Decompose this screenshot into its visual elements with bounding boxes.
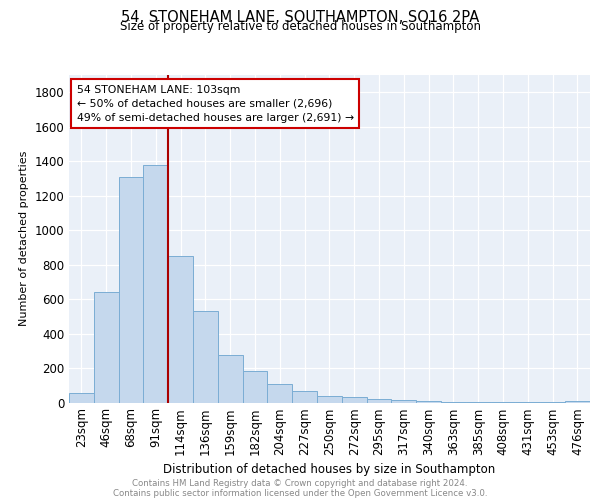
Bar <box>143 164 168 402</box>
Bar <box>416 401 441 402</box>
Text: Contains HM Land Registry data © Crown copyright and database right 2024.: Contains HM Land Registry data © Crown c… <box>132 479 468 488</box>
Text: Contains public sector information licensed under the Open Government Licence v3: Contains public sector information licen… <box>113 489 487 498</box>
Bar <box>268 384 292 402</box>
Bar <box>193 311 218 402</box>
Bar <box>242 370 268 402</box>
Bar <box>119 176 143 402</box>
Bar <box>168 256 193 402</box>
Text: 54 STONEHAM LANE: 103sqm
← 50% of detached houses are smaller (2,696)
49% of sem: 54 STONEHAM LANE: 103sqm ← 50% of detach… <box>77 85 354 123</box>
X-axis label: Distribution of detached houses by size in Southampton: Distribution of detached houses by size … <box>163 464 496 476</box>
Y-axis label: Number of detached properties: Number of detached properties <box>19 151 29 326</box>
Bar <box>367 399 391 402</box>
Bar <box>218 355 242 403</box>
Bar <box>292 392 317 402</box>
Bar <box>69 393 94 402</box>
Bar <box>94 292 119 403</box>
Text: Size of property relative to detached houses in Southampton: Size of property relative to detached ho… <box>119 20 481 33</box>
Bar <box>317 396 342 402</box>
Bar <box>565 401 590 402</box>
Bar <box>342 398 367 402</box>
Bar <box>391 400 416 402</box>
Text: 54, STONEHAM LANE, SOUTHAMPTON, SO16 2PA: 54, STONEHAM LANE, SOUTHAMPTON, SO16 2PA <box>121 10 479 25</box>
